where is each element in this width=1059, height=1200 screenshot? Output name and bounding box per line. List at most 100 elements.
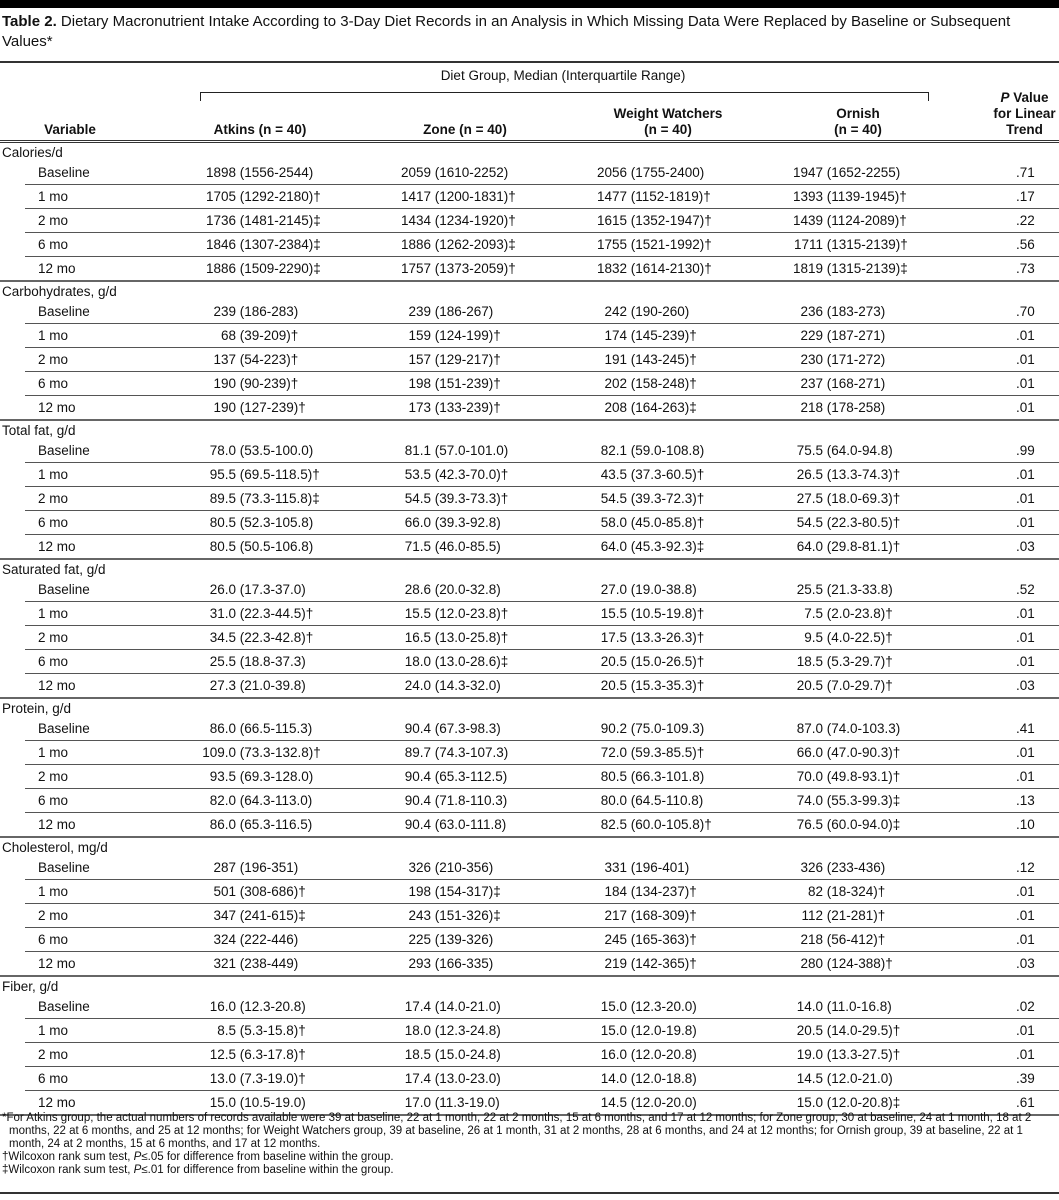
cell-ornish: 280 (124-388)†: [800, 956, 893, 971]
cell-zone: 1757 (1373-2059)†: [400, 261, 516, 276]
cell-zone: 1886 (1262-2093)‡: [400, 237, 516, 252]
cell-ornish: 26.5 (13.3-74.3)†: [796, 467, 901, 482]
row-label: 2 mo: [38, 769, 69, 784]
table-row: 1 mo 68 (39-209)† 159 (124-199)† 174 (145-2…: [25, 324, 1059, 348]
ddagger-post: ≤.01 for difference from baseline within…: [141, 1164, 394, 1176]
cell-atkins: 190 (90-239)†: [213, 376, 299, 391]
cell-atkins: 321 (238-449): [213, 956, 299, 971]
cell-atkins: 86.0 (66.5-115.3): [209, 721, 313, 736]
cell-ornish: 7.5 (2.0-23.8)†: [804, 606, 893, 621]
row-label: 1 mo: [38, 467, 69, 482]
cell-weight-watchers: 14.5 (12.0-20.0): [600, 1095, 697, 1110]
ddagger-p: P: [133, 1164, 142, 1176]
table-row: 6 mo 25.5 (18.8-37.3) 18.0 (13.0-28.6)‡ 20.…: [25, 650, 1059, 674]
table-body: Calories/d Baseline 1898 (1556-2544) 2059 (…: [0, 143, 1059, 1116]
cell-p-value: .22: [1016, 213, 1035, 228]
cell-p-value: .12: [1016, 860, 1035, 875]
dagger-p: P: [133, 1151, 142, 1163]
cell-p-value: .01: [1016, 400, 1035, 415]
cell-weight-watchers: 82.1 (59.0-108.8): [600, 443, 705, 458]
row-label: 12 mo: [38, 817, 76, 832]
table-row: 1 mo 109.0 (73.3-132.8)† 89.7 (74.3-107.3)…: [25, 741, 1059, 765]
cell-p-value: .01: [1016, 328, 1035, 343]
bottom-rule: [0, 1192, 1059, 1194]
cell-weight-watchers: 1832 (1614-2130)†: [596, 261, 712, 276]
ornish-line1: Ornish: [836, 106, 880, 121]
cell-zone: 90.4 (65.3-112.5): [404, 769, 508, 784]
row-label: 6 mo: [38, 1071, 69, 1086]
cell-atkins: 68 (39-209)†: [220, 328, 299, 343]
row-label: 6 mo: [38, 654, 69, 669]
footnote-double-dagger: ‡Wilcoxon rank sum test, P≤.01 for diffe…: [2, 1164, 1057, 1177]
cell-ornish: 112 (21-281)†: [801, 908, 886, 923]
top-rule: [0, 61, 1059, 63]
cell-zone: 66.0 (39.3-92.8): [404, 515, 501, 530]
cell-p-value: .70: [1016, 304, 1035, 319]
cell-atkins: 82.0 (64.3-113.0): [209, 793, 313, 808]
table-row: 2 mo 1736 (1481-2145)‡ 1434 (1234-1920)† 16…: [25, 209, 1059, 233]
row-label: 12 mo: [38, 539, 76, 554]
cell-p-value: .01: [1016, 745, 1035, 760]
cell-atkins: 190 (127-239)†: [213, 400, 306, 415]
cell-weight-watchers: 1755 (1521-1992)†: [596, 237, 712, 252]
table-row: Baseline 26.0 (17.3-37.0) 28.6 (20.0-32.8)…: [25, 578, 1059, 602]
cell-p-value: .52: [1016, 582, 1035, 597]
cell-ornish: 75.5 (64.0-94.8): [796, 443, 893, 458]
cell-weight-watchers: 80.0 (64.5-110.8): [600, 793, 704, 808]
cell-p-value: .10: [1016, 817, 1035, 832]
row-label: 6 mo: [38, 932, 69, 947]
cell-ornish: 1439 (1124-2089)†: [792, 213, 907, 228]
cell-p-value: .01: [1016, 908, 1035, 923]
cell-zone: 81.1 (57.0-101.0): [404, 443, 509, 458]
table-row: 12 mo 80.5 (50.5-106.8) 71.5 (46.0-85.5) 64…: [0, 535, 1059, 560]
cell-atkins: 13.0 (7.3-19.0)†: [209, 1071, 306, 1086]
row-label: 6 mo: [38, 793, 69, 808]
cell-p-value: .41: [1016, 721, 1035, 736]
cell-weight-watchers: 54.5 (39.3-72.3)†: [600, 491, 705, 506]
ww-line2: (n = 40): [644, 122, 692, 137]
cell-zone: 198 (154-317)‡: [408, 884, 501, 899]
cell-weight-watchers: 20.5 (15.0-26.5)†: [600, 654, 705, 669]
table-row: 1 mo 8.5 (5.3-15.8)† 18.0 (12.3-24.8) 15.0 …: [25, 1019, 1059, 1043]
table-row: 2 mo 89.5 (73.3-115.8)‡ 54.5 (39.3-73.3)† 5…: [25, 487, 1059, 511]
col-header-weight-watchers: Weight Watchers (n = 40): [588, 106, 748, 138]
cell-atkins: 27.3 (21.0-39.8): [209, 678, 306, 693]
col-header-zone: Zone (n = 40): [423, 122, 507, 137]
cell-ornish: 19.0 (13.3-27.5)†: [796, 1047, 901, 1062]
group-label: Protein, g/d: [2, 701, 72, 716]
cell-weight-watchers: 242 (190-260): [604, 304, 690, 319]
cell-weight-watchers: 82.5 (60.0-105.8)†: [600, 817, 712, 832]
row-label: Baseline: [38, 860, 90, 875]
cell-ornish: 76.5 (60.0-94.0)‡: [796, 817, 901, 832]
cell-ornish: 20.5 (14.0-29.5)†: [796, 1023, 901, 1038]
cell-p-value: .03: [1016, 956, 1035, 971]
cell-zone: 157 (129-217)†: [408, 352, 501, 367]
cell-atkins: 137 (54-223)†: [213, 352, 299, 367]
cell-ornish: 87.0 (74.0-103.3): [796, 721, 901, 736]
row-label: 6 mo: [38, 376, 69, 391]
table-row: Baseline 78.0 (53.5-100.0) 81.1 (57.0-101.…: [25, 439, 1059, 463]
cell-weight-watchers: 14.0 (12.0-18.8): [600, 1071, 697, 1086]
cell-p-value: .01: [1016, 932, 1035, 947]
cell-weight-watchers: 64.0 (45.3-92.3)‡: [600, 539, 705, 554]
cell-weight-watchers: 58.0 (45.0-85.8)†: [600, 515, 705, 530]
cell-weight-watchers: 17.5 (13.3-26.3)†: [600, 630, 705, 645]
table-row: 2 mo 347 (241-615)‡ 243 (151-326)‡ 217 (168…: [25, 904, 1059, 928]
col-header-variable: Variable: [44, 122, 96, 137]
cell-p-value: .01: [1016, 515, 1035, 530]
col-header-p-value: P Value for Linear Trend: [990, 90, 1059, 138]
cell-zone: 16.5 (13.0-25.8)†: [404, 630, 509, 645]
cell-atkins: 1705 (1292-2180)†: [205, 189, 321, 204]
table-caption: Dietary Macronutrient Intake According t…: [2, 13, 1011, 50]
cell-ornish: 1947 (1652-2255): [792, 165, 901, 180]
cell-ornish: 230 (171-272): [800, 352, 886, 367]
table-row: 6 mo 324 (222-446) 225 (139-326) 245 (165-3…: [25, 928, 1059, 952]
ww-line1: Weight Watchers: [613, 106, 723, 121]
table-row: 6 mo 80.5 (52.3-105.8) 66.0 (39.3-92.8) 58.…: [25, 511, 1059, 535]
row-label: Baseline: [38, 582, 90, 597]
table-row: 1 mo 1705 (1292-2180)† 1417 (1200-1831)† 14…: [25, 185, 1059, 209]
cell-atkins: 16.0 (12.3-20.8): [209, 999, 306, 1014]
cell-atkins: 8.5 (5.3-15.8)†: [217, 1023, 306, 1038]
footnote-star: *For Atkins group, the actual numbers of…: [2, 1112, 1032, 1150]
cell-atkins: 501 (308-686)†: [213, 884, 306, 899]
